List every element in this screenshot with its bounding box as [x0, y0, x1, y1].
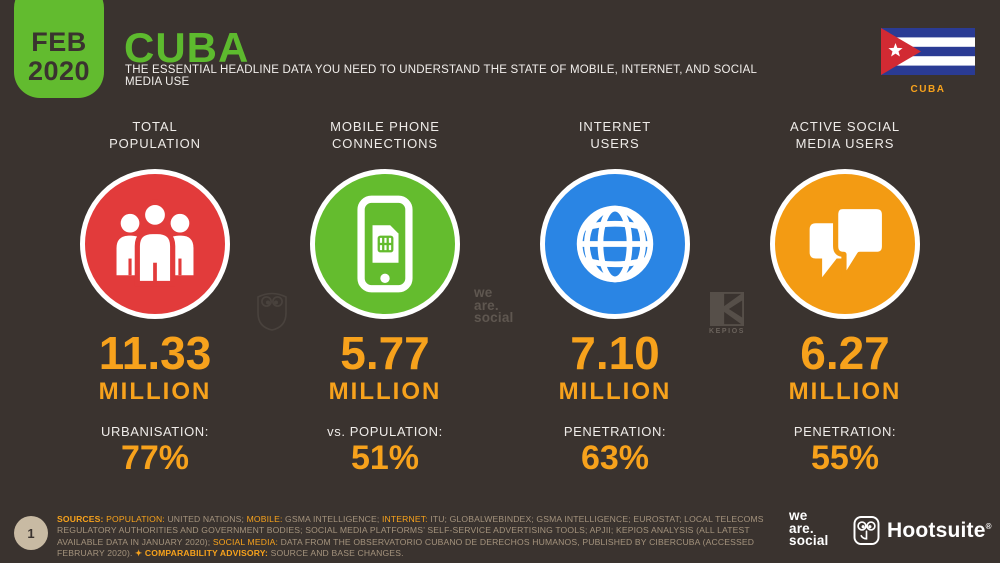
people-icon: [116, 199, 194, 287]
stat-unit: MILLION: [98, 378, 212, 405]
stat-sublabel: URBANISATION:: [101, 424, 209, 440]
stat-value: 7.10: [570, 327, 660, 379]
sources-segment: POPULATION:: [106, 514, 168, 524]
we-are-social-watermark: we are. social: [474, 285, 514, 326]
stat-label: ACTIVE SOCIAL MEDIA USERS: [790, 119, 900, 152]
sources-segment: COMPARABILITY ADVISORY:: [144, 548, 271, 559]
stat-subvalue: 63%: [580, 439, 650, 478]
stat-label: INTERNET USERS: [578, 119, 652, 152]
stat-column-social-media-users: ACTIVE SOCIAL MEDIA USERS 6.27 MILLION P…: [730, 118, 960, 478]
date-badge: FEB 2020: [14, 0, 104, 98]
kepios-label: KEPIOS: [708, 328, 746, 335]
page-number-badge: 1: [14, 516, 48, 550]
comparability-advisory-icon: ✦: [135, 548, 145, 559]
stat-column-mobile-connections: MOBILE PHONE CONNECTIONS 5.77 MILLION vs…: [270, 118, 500, 478]
globe-icon: [576, 205, 654, 283]
sources-text: SOURCES: POPULATION: UNITED NATIONS; MOB…: [57, 514, 765, 560]
kepios-watermark: KEPIOS: [705, 292, 749, 335]
date-badge-year: 2020: [27, 55, 91, 86]
sources-segment: ITU; GLOBALWEBINDEX; GSMA INTELLIGENCE; …: [57, 514, 764, 547]
sources-segment: UNITED NATIONS;: [167, 514, 247, 524]
cuba-flag-icon: [881, 28, 975, 75]
stat-subvalue: 55%: [810, 439, 880, 478]
sources-segment: SOCIAL MEDIA:: [212, 536, 281, 547]
chat-bubbles-icon: [809, 203, 888, 282]
stat-label: MOBILE PHONE CONNECTIONS: [330, 119, 440, 152]
stat-circle-internet: [540, 169, 690, 319]
stats-row: TOTAL POPULATION: [40, 118, 960, 478]
flag-label: CUBA: [910, 84, 946, 95]
sources-segment: GSMA INTELLIGENCE;: [285, 514, 382, 524]
hootsuite-logo: Hootsuite®: [853, 515, 992, 546]
sources-segment: SOURCES:: [57, 514, 107, 524]
stat-circle-social: [770, 169, 920, 319]
page-subtitle: THE ESSENTIAL HEADLINE DATA YOU NEED TO …: [125, 64, 757, 88]
kepios-logo-icon: [710, 292, 744, 326]
stat-circle-mobile: [310, 169, 460, 319]
stat-circle-population: [80, 169, 230, 319]
stat-unit: MILLION: [788, 378, 902, 405]
stat-value: 11.33: [98, 327, 212, 379]
hootsuite-owl-watermark-icon: [257, 292, 287, 331]
hootsuite-wordmark: Hootsuite®: [887, 518, 992, 542]
hootsuite-owl-icon: [853, 516, 880, 545]
sources-segment: SOURCE AND BASE CHANGES.: [270, 548, 404, 559]
page-title: CUBA: [124, 24, 250, 71]
registered-mark: ®: [985, 521, 992, 531]
stat-column-internet-users: INTERNET USERS 7.10 MILLION PENETRATION:…: [500, 118, 730, 478]
sources-segment: INTERNET:: [381, 514, 431, 524]
stat-subvalue: 77%: [120, 439, 190, 478]
stat-sublabel: PENETRATION:: [563, 424, 667, 440]
stat-unit: MILLION: [328, 378, 442, 405]
sources-segment: MOBILE:: [246, 514, 286, 524]
stat-column-total-population: TOTAL POPULATION: [40, 118, 270, 478]
stat-unit: MILLION: [558, 378, 672, 405]
stat-subvalue: 51%: [350, 439, 420, 478]
sources-segment: DATA FROM THE OBSERVATORIO CUBANO DE DER…: [57, 536, 755, 559]
stat-sublabel: PENETRATION:: [793, 424, 897, 440]
date-badge-month: FEB: [31, 26, 87, 57]
stat-value: 5.77: [340, 327, 430, 379]
we-are-social-logo: we are. social: [789, 508, 829, 549]
stat-value: 6.27: [800, 327, 890, 379]
stat-label: TOTAL POPULATION: [109, 119, 201, 152]
stat-sublabel: vs. POPULATION:: [327, 424, 443, 440]
country-flag-block: CUBA: [881, 28, 975, 95]
mobile-phone-icon: [357, 195, 413, 293]
